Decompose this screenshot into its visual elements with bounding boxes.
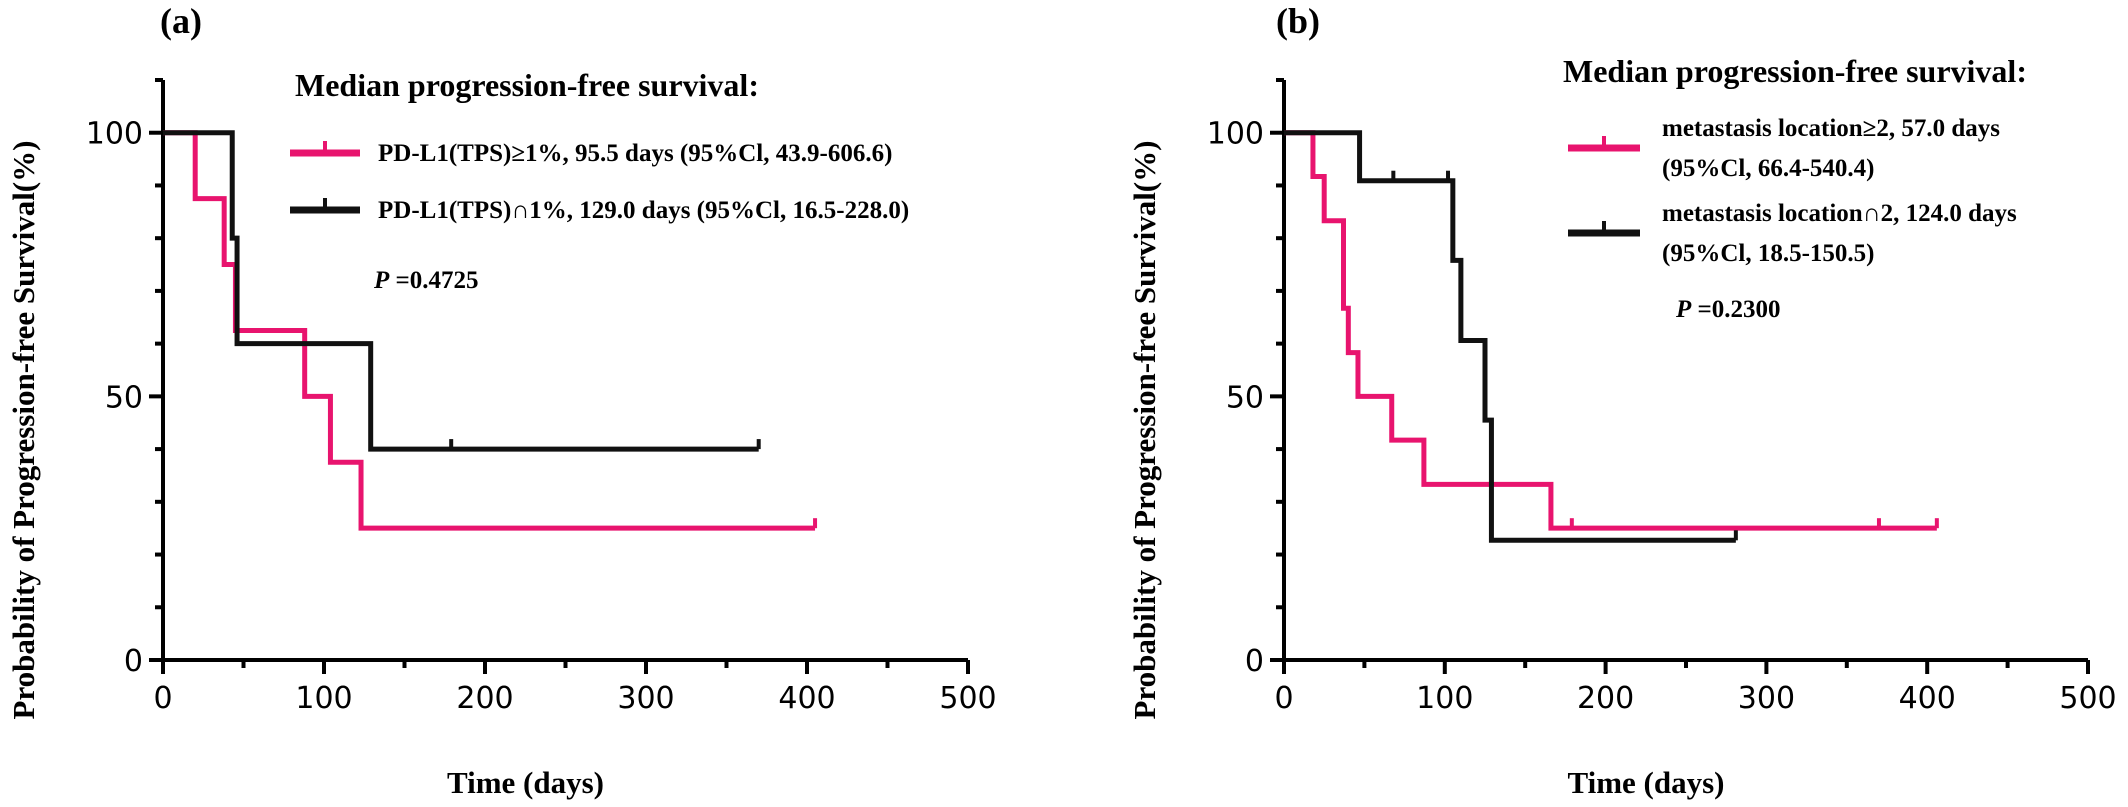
x-tick-label: 0 (153, 681, 172, 716)
km-panel-a: (a) 0 50 100 0 100 200 300 400 500 Time (days) Prob… (6, 1, 997, 800)
x-tick-label: 300 (617, 681, 674, 716)
p-value-symbol: P (1675, 296, 1692, 323)
x-tick-label: 400 (1899, 681, 1956, 716)
x-tick-label: 500 (939, 681, 996, 716)
y-tick-label: 50 (1226, 380, 1264, 415)
y-tick-label: 100 (86, 117, 143, 152)
km-panel-b: (b) 0 50 100 0 100 200 300 400 500 Time (days) Prob… (1127, 1, 2117, 800)
km-curve-series-1 (1284, 130, 1937, 531)
x-tick-label: 100 (295, 681, 352, 716)
x-tick-label: 400 (778, 681, 835, 716)
y-tick-label: 0 (124, 644, 143, 679)
x-tick-label: 300 (1738, 681, 1795, 716)
x-tick-label: 500 (2059, 681, 2116, 716)
y-tick-label: 0 (1245, 644, 1264, 679)
km-curve-series-2 (163, 130, 759, 452)
p-value-number: =0.2300 (1691, 296, 1780, 323)
panel-label: (a) (160, 1, 202, 41)
x-axis-title: Time (days) (1567, 765, 1724, 800)
x-tick-label: 200 (456, 681, 513, 716)
panel-label: (b) (1276, 1, 1320, 41)
legend-label-series-2: PD-L1(TPS)∩1%, 129.0 days (95%Cl, 16.5-2… (378, 197, 909, 224)
legend-label-series-2: (95%Cl, 18.5-150.5) (1662, 240, 1874, 267)
p-value: P =0.4725 (373, 267, 479, 294)
legend-label-series-1: PD-L1(TPS)≥1%, 95.5 days (95%Cl, 43.9-60… (378, 140, 892, 167)
y-axis-title: Probability of Progression-free Survival… (1127, 141, 1162, 720)
p-value-symbol: P (373, 267, 390, 294)
legend-label-series-2: metastasis location∩2, 124.0 days (1662, 200, 2017, 227)
x-tick-label: 100 (1416, 681, 1473, 716)
y-tick-label: 100 (1207, 117, 1264, 152)
legend-label-series-1: metastasis location≥2, 57.0 days (1662, 115, 2000, 142)
legend-title: Median progression-free survival: (295, 67, 759, 103)
km-curve-series-1 (163, 130, 816, 531)
legend-label-series-1: (95%Cl, 66.4-540.4) (1662, 155, 1874, 182)
x-tick-label: 200 (1577, 681, 1634, 716)
x-tick-label: 0 (1274, 681, 1293, 716)
p-value: P =0.2300 (1675, 296, 1781, 323)
y-axis-title: Probability of Progression-free Survival… (6, 141, 41, 720)
km-curve-series-2 (1284, 130, 1736, 543)
x-axis-title: Time (days) (447, 765, 604, 800)
p-value-number: =0.4725 (389, 267, 478, 294)
legend-title: Median progression-free survival: (1563, 53, 2027, 89)
y-tick-label: 50 (105, 380, 143, 415)
